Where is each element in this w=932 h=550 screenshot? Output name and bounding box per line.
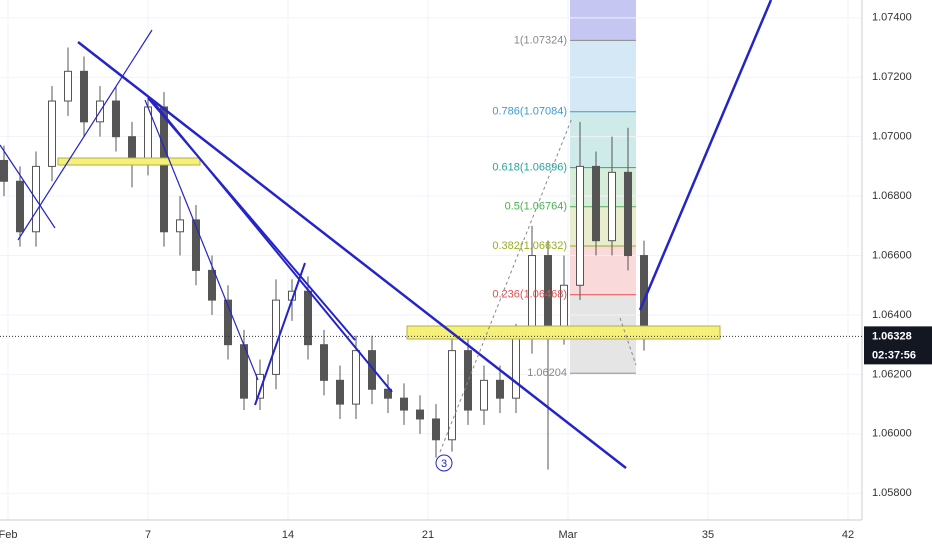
candle-body <box>624 171 632 257</box>
fib-label: 0.618(1.06896) <box>492 161 567 173</box>
candle-body <box>304 290 312 346</box>
candle-body <box>416 409 424 420</box>
trend-line <box>254 262 306 406</box>
trend-line <box>0 144 56 229</box>
fib-labels: 1(1.07324) 0.786(1.07084) 0.618(1.06896) 0.… <box>492 34 567 379</box>
candle-body <box>208 269 216 301</box>
x-tick-label: 21 <box>422 529 434 541</box>
y-tick-label: 1.06600 <box>872 249 912 261</box>
y-tick-label: 1.06800 <box>872 190 912 202</box>
fib-label: 1(1.07324) <box>514 34 567 46</box>
candle-body <box>400 397 408 411</box>
x-tick-label: Mar <box>559 529 578 541</box>
fib-band <box>570 111 636 168</box>
trend-line <box>144 99 259 381</box>
candle-body <box>512 338 520 399</box>
fib-band <box>570 40 636 112</box>
fib-label: 0.382(1.06632) <box>492 240 567 252</box>
x-tick-label: Feb <box>0 529 17 541</box>
support-zone <box>406 325 721 340</box>
candle-body <box>320 344 328 381</box>
y-tick-label: 1.07200 <box>872 71 912 83</box>
support-zone <box>57 157 201 166</box>
trend-line <box>77 41 627 469</box>
candle-body <box>16 180 24 233</box>
fib-label: 0.5(1.06764) <box>505 201 567 213</box>
candle-body <box>480 379 488 411</box>
fib-label: 1.06204 <box>527 367 567 379</box>
candle-body <box>224 299 232 346</box>
candle-body <box>176 219 184 233</box>
candle-body <box>448 350 456 441</box>
x-tick-label: 35 <box>702 529 714 541</box>
candle-body <box>576 165 584 286</box>
fib-guide <box>619 317 637 366</box>
candle-body <box>368 350 376 390</box>
candle-body <box>256 373 264 399</box>
wave-circle <box>435 454 453 472</box>
fib-band <box>570 0 636 41</box>
drawings <box>0 0 773 472</box>
candle-body <box>336 379 344 405</box>
projection-line <box>638 0 773 311</box>
candle-body <box>592 165 600 242</box>
candle-body <box>64 70 72 102</box>
x-tick-label: 14 <box>282 529 294 541</box>
candle-body <box>192 219 200 271</box>
candle-body <box>464 350 472 411</box>
fib-label: 0.786(1.07084) <box>492 106 567 118</box>
candle-body <box>608 171 616 242</box>
candle-body <box>432 418 440 441</box>
x-tick-label: 7 <box>145 529 151 541</box>
candle-body <box>384 388 392 399</box>
candle-body <box>352 350 360 405</box>
candle-body <box>48 100 56 167</box>
y-tick-label: 1.07000 <box>872 131 912 143</box>
last-price-box <box>864 326 932 365</box>
candle-body <box>160 106 168 233</box>
candle-body <box>128 136 136 161</box>
y-tick-label: 1.06200 <box>872 368 912 380</box>
y-tick-label: 1.06000 <box>872 428 912 440</box>
wave-label: 3 <box>441 458 447 470</box>
axes: 1.05800 1.06000 1.06200 1.06400 1.06600 1.068… <box>0 12 912 541</box>
trend-line <box>149 97 393 393</box>
countdown: 02:37:56 <box>872 349 916 361</box>
y-tick-label: 1.06400 <box>872 309 912 321</box>
y-tick-label: 1.07400 <box>872 12 912 24</box>
candle-body <box>80 70 88 123</box>
x-tick-label: 42 <box>842 529 854 541</box>
candle-body <box>0 159 8 182</box>
fib-label: 0.236(1.06468) <box>492 289 567 301</box>
candle-body <box>112 100 120 138</box>
y-tick-label: 1.05800 <box>872 487 912 499</box>
candle-body <box>496 379 504 399</box>
last-price-label: 1.06328 <box>872 330 912 342</box>
grid <box>0 0 862 520</box>
